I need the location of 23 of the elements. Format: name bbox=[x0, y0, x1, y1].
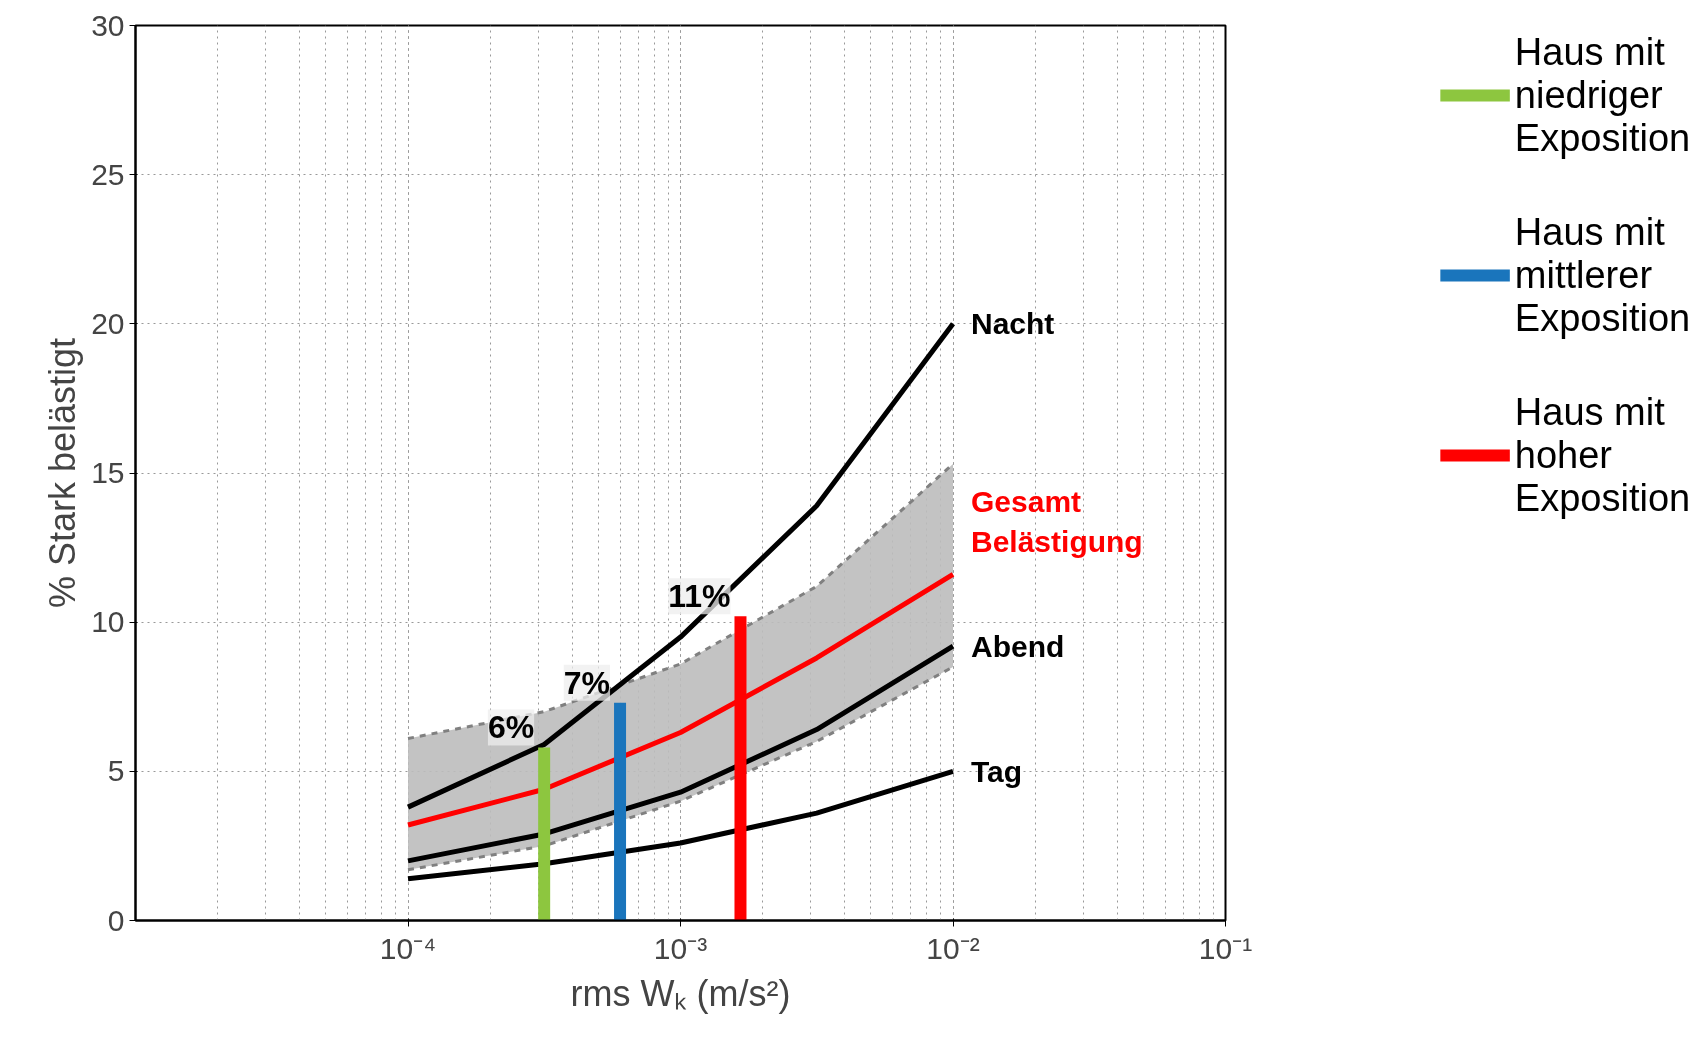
legend-label: Haus mit mittlerer Exposition bbox=[1514, 209, 1691, 341]
annotation: 7% bbox=[563, 664, 611, 701]
series-label: Abend bbox=[971, 629, 1065, 663]
series-label: Nacht bbox=[971, 307, 1055, 341]
series-label: Tag bbox=[971, 754, 1023, 788]
legend-label: Haus mit hoher Exposition bbox=[1514, 389, 1691, 521]
annotation: 11% bbox=[668, 578, 731, 615]
series-label: Gesamt Belästigung bbox=[971, 484, 1143, 558]
y-tick-label: 20 bbox=[91, 306, 125, 340]
annotation: 6% bbox=[487, 709, 535, 746]
y-axis-title: % Stark belästigt bbox=[42, 337, 84, 609]
x-axis-title: rms Wₖ (m/s²) bbox=[570, 972, 791, 1014]
x-tick-label: 10⁻¹ bbox=[1198, 931, 1253, 965]
y-tick-label: 10 bbox=[91, 605, 125, 639]
y-tick-label: 30 bbox=[91, 8, 125, 42]
x-tick-label: 10⁻² bbox=[926, 931, 980, 965]
y-tick-label: 0 bbox=[107, 903, 125, 937]
x-tick-label: 10⁻³ bbox=[653, 931, 708, 965]
x-tick-label: 10⁻⁴ bbox=[379, 931, 437, 965]
y-tick-label: 25 bbox=[91, 157, 125, 191]
y-tick-label: 5 bbox=[107, 754, 125, 788]
y-tick-label: 15 bbox=[91, 456, 125, 489]
legend-label: Haus mit niedriger Exposition bbox=[1514, 29, 1691, 161]
